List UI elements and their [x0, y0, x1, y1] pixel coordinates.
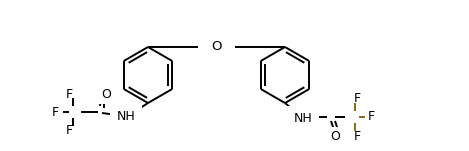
Text: O: O [330, 130, 340, 143]
Text: NH: NH [117, 111, 136, 124]
Text: F: F [354, 130, 361, 143]
Text: F: F [52, 106, 59, 119]
Text: NH: NH [294, 112, 312, 125]
Text: F: F [66, 87, 73, 101]
Text: O: O [101, 87, 111, 101]
Text: F: F [367, 111, 375, 124]
Text: O: O [211, 40, 222, 53]
Text: F: F [354, 92, 361, 104]
Text: F: F [66, 124, 73, 137]
